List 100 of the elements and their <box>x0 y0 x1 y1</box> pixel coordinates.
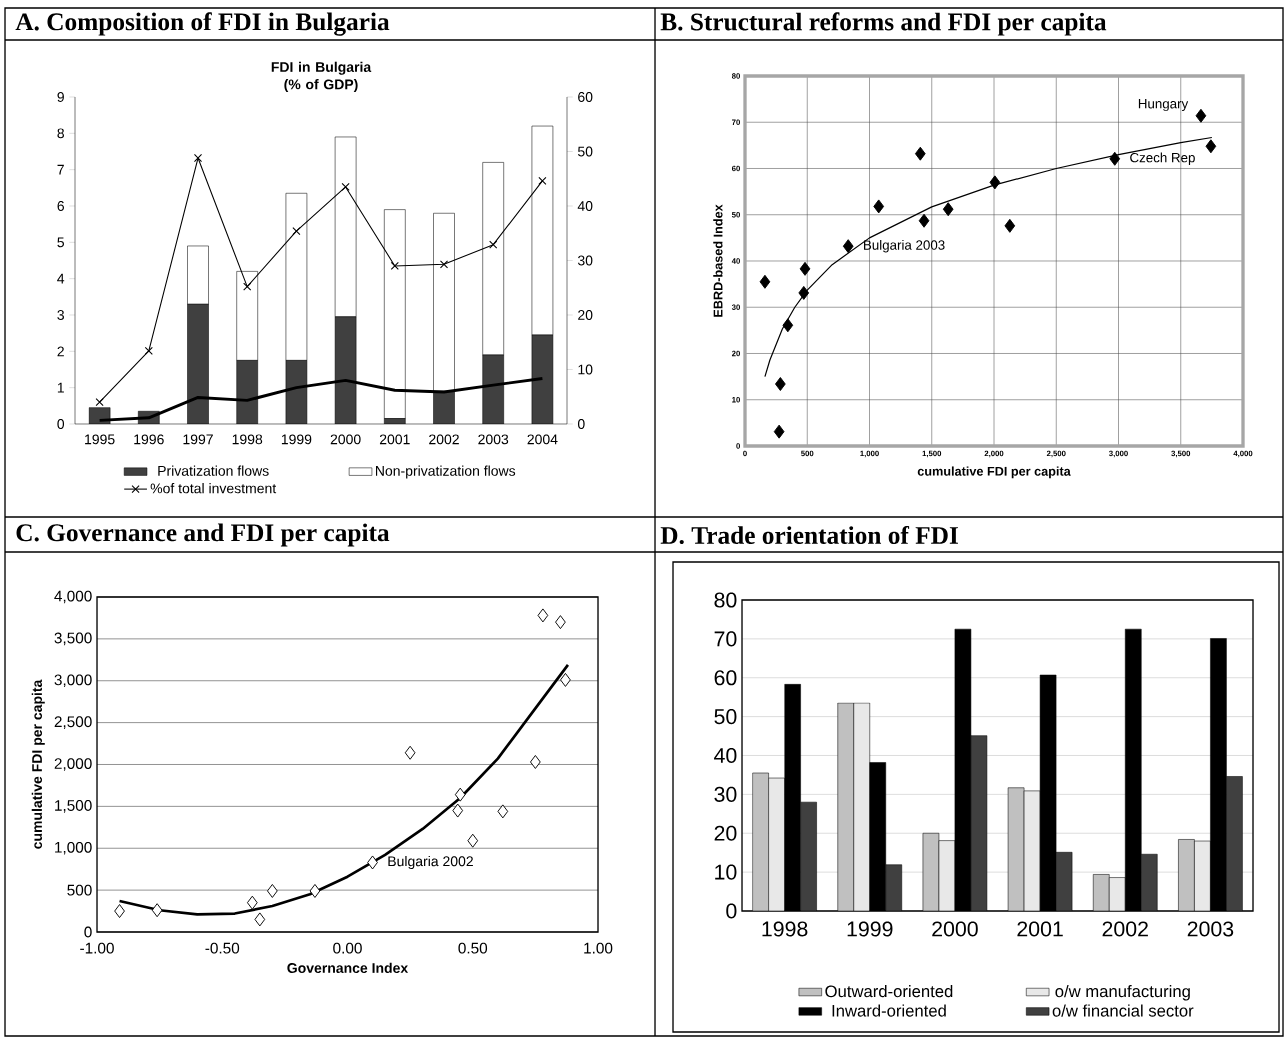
y-tick-label: 10 <box>715 864 737 880</box>
y-tick-label: 50 <box>714 709 737 725</box>
x-tick-label: -0.50 <box>205 942 240 954</box>
point <box>193 153 203 163</box>
point <box>798 285 810 300</box>
x-tick-label: 1996 <box>134 434 164 445</box>
legend-label: o/w financial sector <box>1052 1004 1194 1017</box>
x-tick-label: 2002 <box>1102 921 1148 937</box>
point <box>530 755 541 769</box>
point <box>842 239 854 254</box>
x-tick-label: 1.00 <box>584 942 613 954</box>
y-tick-label: 8 <box>57 128 64 139</box>
x-tick-label: 0.00 <box>333 942 362 954</box>
x-tick-label: 1999 <box>281 434 312 445</box>
annotation: Hungary <box>1138 99 1189 112</box>
y-tick-label: 500 <box>67 884 92 896</box>
y-tick-label: 0 <box>57 419 65 429</box>
y-tick-label: 1,500 <box>55 800 92 813</box>
y2-tick-label: 0 <box>577 419 585 429</box>
point <box>1004 218 1016 233</box>
point <box>773 424 785 439</box>
x-axis-title: cumulative FDI per capita <box>917 466 1071 479</box>
legend-label: %of total investment <box>150 483 277 494</box>
point <box>390 261 399 271</box>
y-tick-label: 1 <box>57 382 64 393</box>
point <box>439 260 449 269</box>
y-tick-label: 70 <box>714 631 737 647</box>
y-tick-label: 60 <box>714 670 737 686</box>
x-tick-label: 2001 <box>379 434 410 445</box>
line-series <box>118 663 570 916</box>
annotation: Bulgaria 2002 <box>388 855 473 869</box>
x-tick-label: 1998 <box>232 434 263 445</box>
x-tick-label: 1998 <box>762 921 808 937</box>
x-tick-label: 2004 <box>527 434 558 445</box>
point <box>254 912 266 927</box>
point <box>782 318 794 333</box>
chart-subtitle: FDI in Bulgaria (% of GDP) <box>271 61 372 93</box>
y-tick-label: 30 <box>714 786 737 802</box>
y-tick-label: 40 <box>714 747 737 764</box>
point <box>367 855 378 870</box>
point <box>1195 108 1207 123</box>
point <box>452 803 464 818</box>
y2-tick-label: 20 <box>578 310 593 320</box>
y-tick-label: 2 <box>57 346 64 357</box>
point <box>775 377 786 391</box>
x-tick-label: 2000 <box>330 434 361 445</box>
point <box>114 904 125 919</box>
point <box>404 745 416 760</box>
x-tick-label: 2003 <box>478 434 509 445</box>
y-tick-label: 1,000 <box>55 841 92 855</box>
point <box>497 804 509 819</box>
legend-label: Privatization flows <box>158 465 269 476</box>
legend-label: Non-privatization flows <box>376 465 516 479</box>
y2-tick-label: 60 <box>578 92 593 102</box>
x-tick-label: 1995 <box>85 434 115 445</box>
chart-title: D. Trade orientation of FDI <box>660 525 958 545</box>
y-tick-label: 7 <box>57 164 64 175</box>
y-tick-label: 6 <box>57 201 64 211</box>
y2-tick-label: 50 <box>577 146 593 157</box>
point <box>1109 151 1121 166</box>
y-tick-label: 3,000 <box>54 674 92 688</box>
point <box>1205 139 1217 154</box>
y-tick-label: 9 <box>57 92 64 102</box>
y-axis-title: cumulative FDI per capita <box>31 679 45 849</box>
point <box>489 240 498 249</box>
x-tick-label: 2003 <box>1187 921 1234 937</box>
x-tick-label: 2002 <box>429 434 459 445</box>
y2-tick-label: 10 <box>578 364 593 375</box>
chart-title: A. Composition of FDI in Bulgaria <box>15 12 390 36</box>
point <box>560 672 571 687</box>
x-tick-label: -1.00 <box>80 942 114 954</box>
point <box>538 176 547 185</box>
annotation: Czech Rep <box>1130 152 1195 165</box>
annotation: Bulgaria 2003 <box>864 239 945 253</box>
y-tick-label: 80 <box>714 592 737 608</box>
point <box>454 787 466 802</box>
point <box>95 398 104 407</box>
chart-title: C. Governance and FDI per capita <box>16 523 390 547</box>
point <box>989 175 1001 190</box>
point <box>942 202 954 217</box>
point <box>144 346 153 356</box>
legend-label: o/w manufacturing <box>1055 984 1190 1001</box>
y-axis-title: EBRD-based Index <box>713 204 723 317</box>
point <box>246 895 258 910</box>
y-tick-label: 4 <box>57 273 65 284</box>
point <box>309 883 321 898</box>
y2-tick-label: 30 <box>577 255 593 266</box>
x-tick-label: 1997 <box>183 434 213 445</box>
x-axis-title: Governance Index <box>287 962 409 973</box>
point <box>537 608 549 623</box>
x-tick-label: 2000 <box>932 921 978 937</box>
y-tick-label: 2,000 <box>54 758 92 771</box>
point <box>873 199 885 214</box>
point <box>918 213 930 228</box>
legend-label: Inward-oriented <box>832 1004 946 1017</box>
y-tick-label: 3,500 <box>54 632 92 646</box>
point <box>799 261 811 276</box>
point <box>467 833 479 848</box>
point <box>759 274 771 289</box>
y-tick-label: 5 <box>57 237 65 248</box>
